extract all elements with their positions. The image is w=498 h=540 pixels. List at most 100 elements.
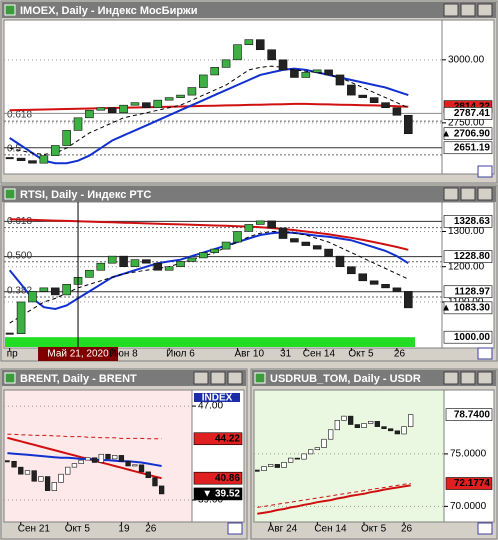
candle	[119, 255, 128, 268]
candle	[308, 449, 314, 455]
moving-average	[7, 433, 162, 440]
x-tick-label: 26	[401, 524, 413, 535]
candle	[210, 67, 219, 76]
candle	[381, 284, 390, 289]
candle	[153, 262, 163, 271]
candle	[381, 426, 387, 430]
x-tick-label: Окт 5	[65, 524, 91, 535]
maximize-button[interactable]	[460, 187, 476, 201]
x-tick-label: 31	[280, 349, 292, 360]
candle	[112, 455, 118, 460]
price-label: 2787.41	[454, 108, 491, 119]
minimize-button[interactable]	[443, 187, 459, 201]
candle	[105, 453, 111, 460]
candle	[324, 69, 333, 76]
candle	[152, 477, 158, 487]
candle	[354, 424, 360, 428]
minimize-button[interactable]	[443, 371, 459, 385]
candle	[132, 464, 138, 467]
y-tick-label: 3000.00	[448, 54, 485, 65]
close-button[interactable]	[227, 371, 243, 385]
candle	[221, 59, 231, 68]
x-tick-label: Июн 8	[109, 349, 138, 360]
x-tick-label: Авг 24	[268, 524, 298, 535]
x-tick-label: пр	[7, 349, 18, 360]
index-label-bg	[194, 393, 240, 402]
corner-button[interactable]	[477, 522, 493, 535]
price-label: 40.86	[215, 473, 240, 484]
candle	[39, 155, 49, 164]
maximize-button[interactable]	[460, 371, 476, 385]
price-label: 72.1774	[454, 478, 491, 489]
candle	[388, 428, 394, 432]
window-title: IMOEX, Daily - Индекс МосБиржи	[20, 5, 197, 17]
price-label-bg	[445, 408, 493, 421]
candle	[39, 287, 49, 292]
close-button[interactable]	[477, 3, 493, 17]
candle	[255, 469, 260, 472]
candle	[358, 94, 368, 98]
minimize-button[interactable]	[443, 3, 459, 17]
level-band	[5, 337, 415, 347]
candle	[118, 455, 125, 462]
corner-button[interactable]	[477, 165, 493, 178]
candle	[85, 269, 94, 278]
candle	[278, 227, 288, 239]
corner-button[interactable]	[477, 347, 493, 360]
price-label: 1328.63	[454, 216, 491, 227]
window-title: RTSI, Daily - Индекс РТС	[20, 189, 151, 201]
price-label-bg	[445, 477, 493, 490]
candle	[301, 72, 311, 78]
x-tick-label: Май 21, 2020	[47, 349, 109, 360]
x-tick-label: Июл 6	[166, 349, 195, 360]
x-tick-label: 19	[118, 524, 130, 535]
moving-average	[9, 102, 409, 112]
maximize-button[interactable]	[210, 371, 226, 385]
candle	[187, 257, 197, 262]
candle	[199, 252, 208, 259]
price-label: 2814.22	[454, 101, 491, 112]
candle	[324, 248, 333, 257]
close-button[interactable]	[477, 371, 493, 385]
candle	[142, 102, 151, 109]
candle	[91, 457, 98, 463]
x-tick-label: 26	[394, 349, 406, 360]
candle	[125, 460, 131, 467]
candle	[328, 429, 334, 440]
price-label-bg	[193, 471, 243, 485]
close-button[interactable]	[477, 187, 493, 201]
candle	[142, 259, 151, 264]
candle	[199, 74, 208, 88]
candle	[28, 291, 37, 303]
candle	[28, 160, 37, 164]
candle	[369, 280, 379, 285]
candle	[164, 266, 174, 271]
candle	[281, 461, 287, 468]
window-title: USDRUB_TOM, Daily - USDR	[270, 373, 421, 385]
candle	[361, 423, 367, 428]
candle	[51, 482, 57, 491]
window-icon	[4, 372, 16, 384]
candle	[107, 255, 117, 264]
candle	[221, 241, 231, 250]
candle	[50, 145, 60, 156]
x-tick-label: Сен 21	[18, 524, 51, 535]
price-label: 1000.00	[454, 332, 491, 343]
candle	[5, 332, 14, 335]
corner-button[interactable]	[227, 522, 243, 535]
moving-average	[8, 231, 409, 311]
candle	[44, 476, 51, 491]
moving-average	[7, 452, 162, 467]
candle	[321, 438, 327, 448]
candle	[358, 273, 368, 282]
candle	[5, 460, 10, 463]
candle	[233, 44, 242, 61]
price-label-bg	[443, 285, 493, 299]
candle	[369, 97, 379, 103]
x-tick-label: Окт 5	[361, 524, 387, 535]
x-tick-label: Сен 14	[314, 524, 347, 535]
maximize-button[interactable]	[460, 3, 476, 17]
candle	[153, 99, 163, 109]
minimize-button[interactable]	[193, 371, 209, 385]
candle	[130, 102, 140, 106]
